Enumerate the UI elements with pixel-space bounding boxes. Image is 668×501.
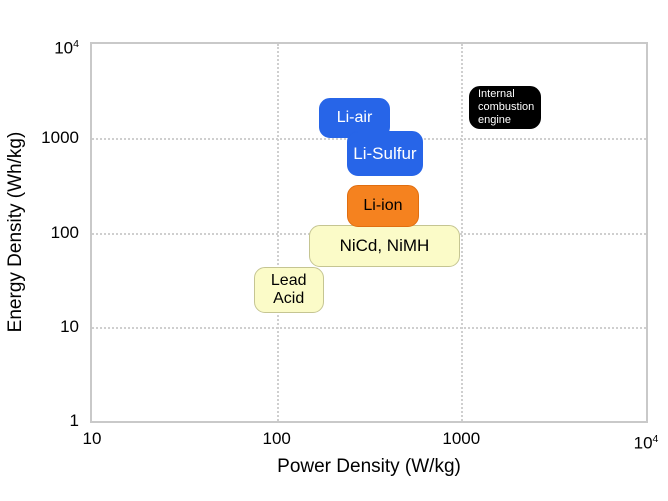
y-tick-label-10000: 104 <box>54 38 79 58</box>
y-tick-label-1: 1 <box>69 411 79 430</box>
y-tick-label-10: 10 <box>60 316 79 336</box>
region-label-line: NiCd, NiMH <box>339 236 430 256</box>
region-label-line: Lead <box>270 271 307 289</box>
region-label-line: Li-air <box>336 108 373 126</box>
region-label-line: Li-ion <box>363 196 403 214</box>
region-label-line: Li-Sulfur <box>353 143 417 163</box>
x-tick-label-1000: 1000 <box>442 429 481 448</box>
region-label-line: Internal <box>478 88 515 101</box>
region-label-line: combustion <box>478 101 535 114</box>
tick-exponent: 4 <box>73 38 79 50</box>
gridline-y-10 <box>92 326 646 329</box>
tick-exponent: 4 <box>652 433 659 445</box>
x-tick-label-10000: 104 <box>633 433 659 453</box>
region-box-internal-combustion-engine: Internal combustion engine <box>469 85 541 130</box>
x-tick-label-100: 100 <box>262 429 291 448</box>
y-tick-label-1000: 1000 <box>41 128 79 148</box>
region-label-line: engine <box>478 113 512 126</box>
region-box-nicd-nimh: NiCd, NiMH <box>309 225 460 267</box>
region-label-line: Acid <box>273 289 305 307</box>
region-box-li-ion: Li-ion <box>346 184 419 227</box>
y-tick-label-100: 100 <box>50 222 79 242</box>
region-box-lead-acid: Lead Acid <box>253 267 324 313</box>
x-tick-label-10: 10 <box>82 429 102 448</box>
x-axis-title: Power Density (W/kg) <box>277 456 461 477</box>
region-box-li-sulfur: Li-Sulfur <box>346 130 423 176</box>
plot-area: Li-air Li-Sulfur NiCd, NiMH Lead Acid Li-ion I… <box>90 42 648 423</box>
